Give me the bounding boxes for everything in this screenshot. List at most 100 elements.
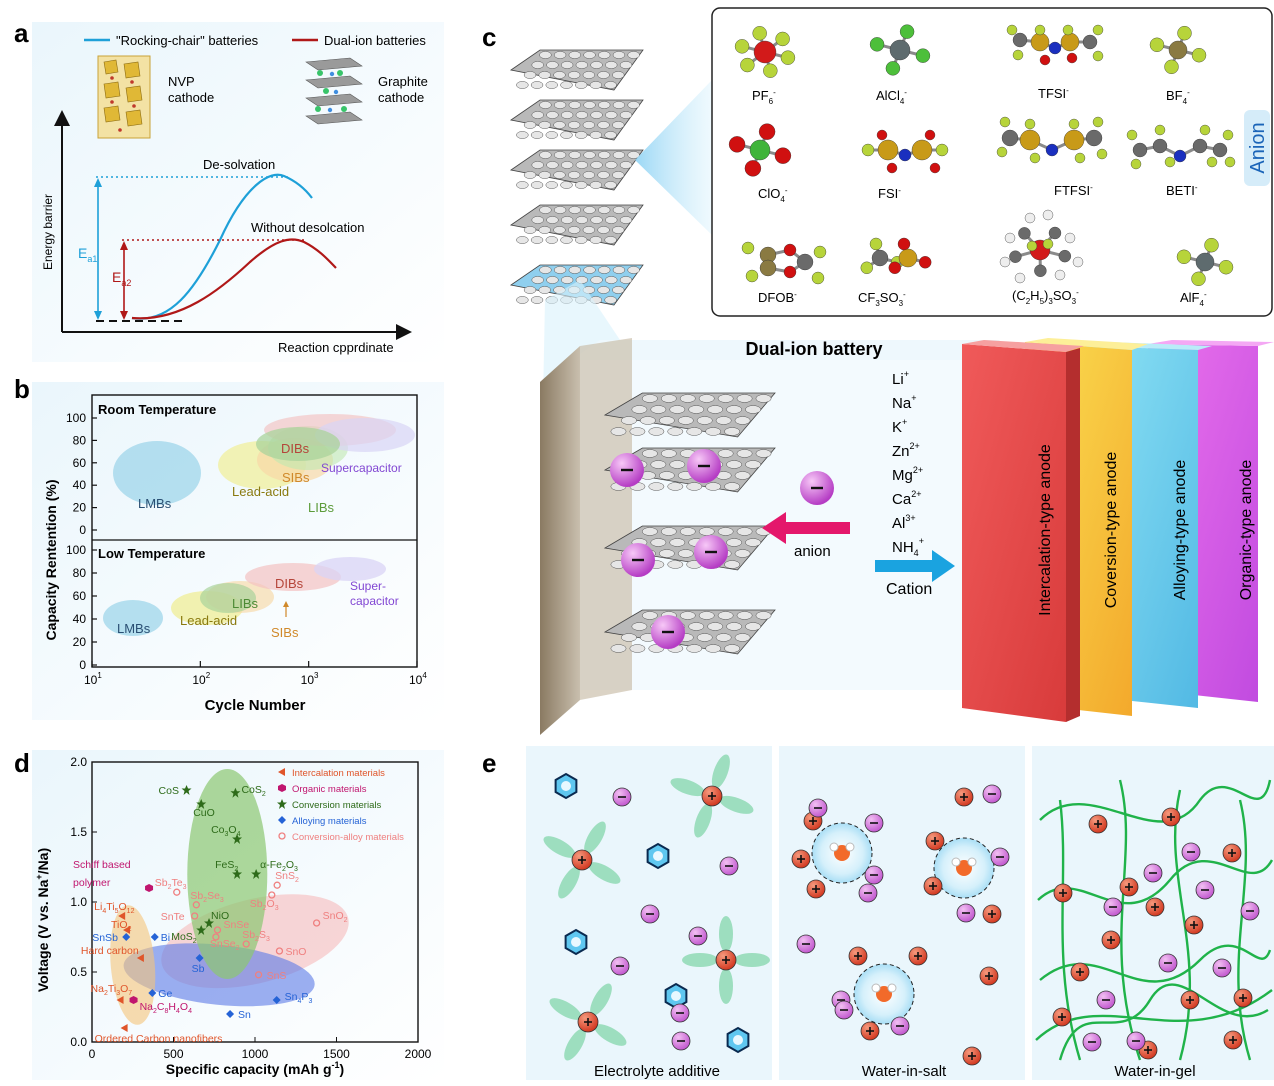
low-supercapacitor-region: [314, 557, 386, 581]
low-sibs-arrow-head: [283, 601, 289, 607]
b-y-tick-label: 100: [66, 543, 86, 557]
d-data-point: [272, 996, 281, 1004]
atom: [734, 39, 750, 54]
atom: [915, 48, 931, 63]
battery-graphite-layer: [603, 525, 776, 571]
ea2-arrow-head-up: [120, 241, 128, 250]
d-data-point: [122, 933, 131, 941]
solvent-petal: [584, 821, 606, 854]
atom: [897, 237, 911, 251]
polymer-chain: [1237, 799, 1252, 1061]
d-y-tick-label: 1.5: [70, 825, 87, 839]
b-x-tick-label: 103: [301, 671, 319, 687]
atom: [1195, 252, 1215, 272]
panel-b-x-label: Cycle Number: [205, 697, 306, 714]
anion-balls: [610, 449, 834, 649]
ea1-label: Ea1: [78, 245, 97, 264]
atom: [1085, 129, 1103, 147]
ea1-arrow-head-down: [94, 311, 102, 320]
atom: [1164, 59, 1179, 75]
b-y-tick-label: 0: [79, 658, 86, 672]
d-data-point: [226, 1010, 235, 1018]
intercalation-anode-side: [1066, 348, 1080, 722]
atom: [763, 63, 778, 78]
d-point-label: CoS2: [241, 784, 265, 798]
d-y-tick-label: 2.0: [70, 755, 87, 769]
d-data-point: [268, 891, 276, 899]
atom: [1130, 158, 1142, 170]
atom: [1018, 227, 1031, 240]
atom: [813, 245, 827, 259]
panel-a-x-label: Reaction cpprdinate: [278, 340, 394, 355]
panel-a-background: [32, 22, 444, 362]
b-y-tick-label: 80: [73, 433, 87, 447]
d-data-point: [192, 901, 200, 909]
panel-d-plot: 0 500 1000 1500 2000 0.0 0.5 1.0 1.5 2.0 Li4Ti5O12…: [70, 755, 431, 1061]
atom: [796, 253, 814, 271]
d-point-label: SnO: [285, 946, 306, 958]
d-data-point: [181, 785, 192, 795]
atom: [783, 243, 797, 257]
low-sibs-label: SIBs: [271, 625, 299, 640]
atom: [1092, 50, 1104, 62]
cation-label: Ca2+: [892, 489, 921, 508]
graphite-sheet: [509, 204, 644, 246]
d-point-label: SnTe: [161, 911, 185, 923]
atom: [1096, 148, 1108, 160]
solvent-petal: [590, 983, 612, 1016]
atom: [1199, 124, 1211, 136]
d-y-tick-label: 0.5: [70, 965, 87, 979]
atom: [889, 39, 911, 61]
atom: [1054, 269, 1066, 281]
atom: [876, 129, 888, 141]
water-hydrogen: [871, 983, 881, 993]
d-point-label: Na2C8H4O4: [140, 1001, 193, 1015]
atom: [1006, 24, 1018, 36]
atom: [1063, 129, 1085, 151]
water-in-salt-title: Water-in-salt: [862, 1063, 947, 1080]
atom: [1009, 250, 1022, 263]
atom: [929, 162, 941, 174]
atom: [898, 248, 918, 268]
atom: [744, 160, 762, 177]
conversion-anode-top: [1025, 338, 1148, 350]
atom: [898, 148, 912, 162]
atom: [871, 249, 889, 267]
water-hydrogen: [845, 842, 855, 852]
polymer-chain: [1118, 779, 1142, 1061]
d-data-point: [312, 919, 321, 927]
d-legend-label: Intercalation materials: [292, 768, 385, 779]
room-dibs-core-region: [256, 427, 340, 461]
intercalation-region: [110, 905, 156, 1025]
atom: [1042, 238, 1054, 250]
d-legend-label: Organic materials: [292, 784, 367, 795]
atom: [1068, 118, 1080, 130]
atom: [1177, 25, 1192, 41]
atom: [1014, 272, 1026, 284]
solvent-petal: [719, 916, 733, 952]
d-legend-marker: [278, 816, 286, 824]
atom: [1012, 49, 1024, 61]
b-x-tick-label: 104: [409, 671, 427, 687]
anion-clo4-label: ClO4-: [758, 186, 788, 204]
desolvation-label: De-solvation: [203, 157, 275, 172]
atom: [1126, 129, 1138, 141]
d-y-tick-label: 0.0: [70, 1035, 87, 1049]
electrolyte-additive-scene: [543, 754, 770, 1061]
atom: [1082, 34, 1098, 50]
graphite-sheet: [509, 99, 644, 141]
atom: [999, 116, 1011, 128]
atom: [1192, 138, 1208, 154]
conversion-anode-label: Coversion-type anode: [1103, 452, 1120, 609]
graphite-sheet: [509, 49, 644, 91]
atom: [869, 37, 885, 52]
low-lead-acid-label: Lead-acid: [180, 613, 237, 628]
d-y-tick-label: 1.0: [70, 895, 87, 909]
low-dibs-label: DIBs: [275, 576, 304, 591]
atom: [811, 271, 825, 285]
d-data-point: [204, 918, 215, 928]
d-data-point: [212, 933, 220, 941]
solvent-petal: [719, 968, 733, 1004]
anion-tfsi-label: TFSI-: [1038, 86, 1069, 101]
battery-graphite-layer: [603, 609, 776, 655]
